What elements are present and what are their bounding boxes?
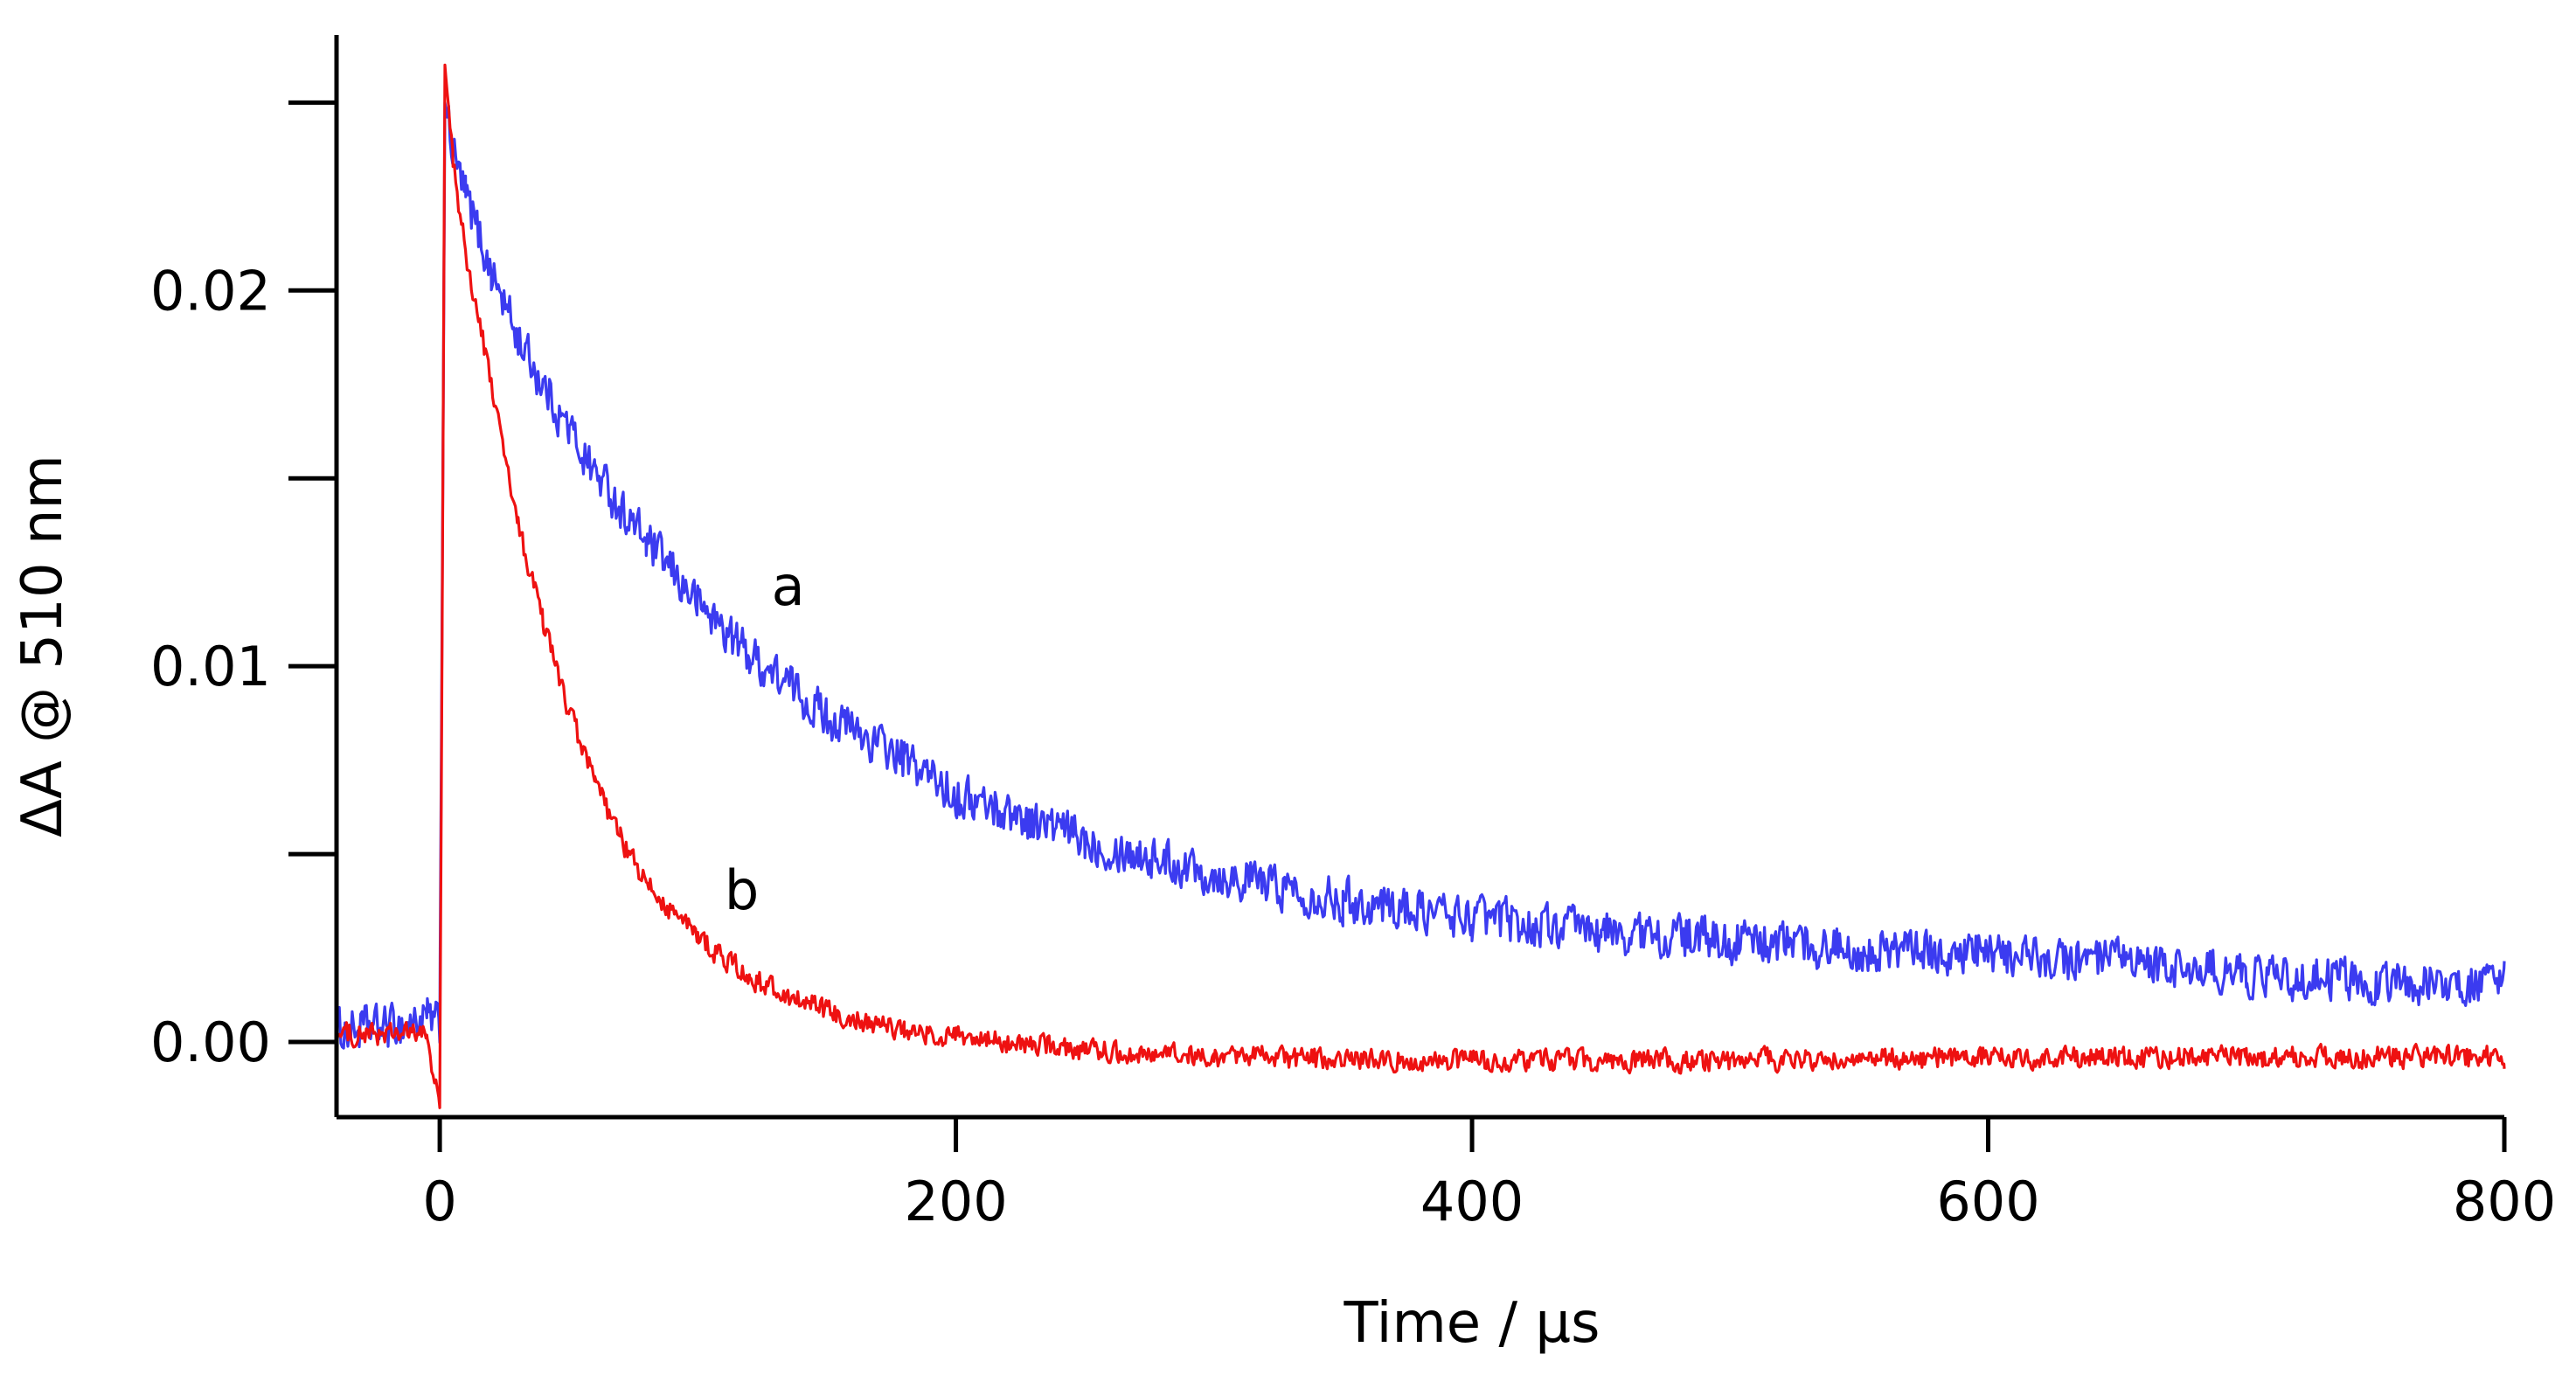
annotations-group: ab	[725, 554, 805, 922]
x-tick-label-0: 0	[422, 1170, 456, 1233]
series-b-line	[335, 63, 2506, 1109]
series-group	[335, 63, 2506, 1109]
axes-group	[334, 35, 2504, 1120]
x-axis-title: Time / µs	[1344, 1291, 1600, 1356]
ticks-group: 0 200 400 600 800 0.00 0.01 0.02	[150, 100, 2556, 1233]
annotation-a: a	[772, 554, 805, 618]
x-tick-label-400: 400	[1420, 1170, 1524, 1233]
y-tick-label-0.02: 0.02	[150, 259, 271, 323]
y-axis-title: ΔA @ 510 nm	[10, 455, 75, 837]
annotation-b: b	[725, 858, 759, 922]
x-tick-label-800: 800	[2453, 1170, 2556, 1233]
series-a-line	[335, 101, 2506, 1050]
x-tick-label-200: 200	[904, 1170, 1007, 1233]
y-tick-label-0.00: 0.00	[150, 1010, 271, 1074]
x-tick-label-600: 600	[1936, 1170, 2039, 1233]
y-tick-label-0.01: 0.01	[150, 635, 271, 698]
